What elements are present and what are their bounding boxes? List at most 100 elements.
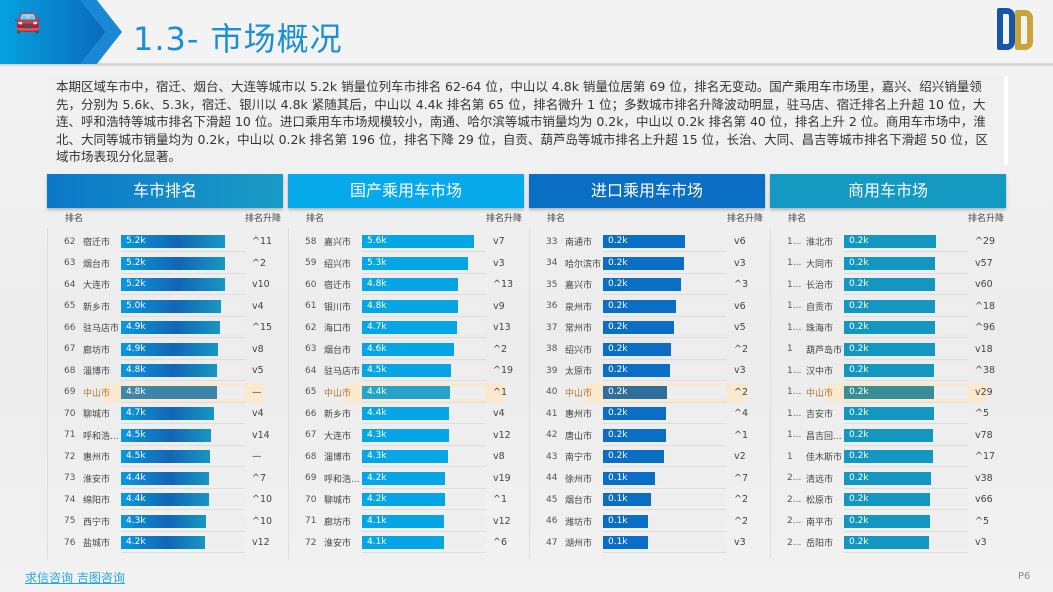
rank-change: ^29 (975, 236, 996, 247)
bar-track: 4.7k (362, 321, 486, 334)
rank-change: ^2 (734, 494, 749, 505)
table-row: 70 聊城市 4.2k ^1 (289, 489, 525, 510)
rank-change: v14 (252, 429, 270, 441)
city: 中山市 (565, 388, 593, 399)
bar-track: 4.4k (362, 407, 486, 420)
rank-change: v3 (734, 537, 746, 548)
city: 惠州市 (565, 410, 593, 420)
city: 廊坊市 (83, 345, 111, 356)
bar-track: 4.3k (121, 514, 245, 528)
table-row: 43 南宁市 0.2k v2 (530, 446, 766, 467)
rank: 67 (305, 430, 317, 440)
rank-change: v57 (975, 257, 993, 269)
bar-track: 0.2k (844, 299, 968, 313)
city: 廊坊市 (324, 517, 352, 528)
rank-change: v12 (252, 537, 270, 548)
city: 珠海市 (806, 324, 834, 334)
bar-track: 0.2k (603, 385, 727, 399)
city: 佳木斯市 (806, 453, 843, 463)
bar (844, 514, 930, 528)
bar-label: 0.2k (849, 386, 869, 397)
rank-change: ^6 (493, 537, 508, 548)
bar (121, 385, 217, 399)
table-row: 72 淮安市 4.1k ^6 (289, 532, 525, 553)
rank: 67 (64, 344, 76, 354)
city: 大连市 (324, 431, 352, 442)
bar (844, 450, 933, 463)
city: 岳阳市 (806, 539, 834, 549)
city: 清远市 (806, 474, 834, 485)
table-row: 1... 淮北市 0.2k ^29 (771, 231, 1007, 252)
bar-track: 0.2k (603, 256, 727, 270)
bar-track: 4.1k (362, 536, 486, 549)
bar (121, 428, 212, 442)
rank: 70 (64, 408, 76, 419)
bar-track: 4.3k (362, 428, 486, 442)
bar-label: 0.2k (849, 300, 869, 311)
city: 淮安市 (83, 474, 111, 485)
rank: 63 (64, 258, 76, 268)
table-row: 66 驻马店市 4.9k ^15 (48, 317, 284, 338)
city: 松原市 (806, 496, 834, 506)
page-title: 1.3- 市场概况 (133, 20, 343, 58)
table-row: 64 大连市 5.2k v10 (48, 274, 284, 295)
bar-label: 0.2k (849, 429, 869, 440)
rank: 70 (305, 494, 317, 505)
table-row: 75 西宁市 4.3k ^10 (48, 511, 284, 532)
city: 常州市 (565, 324, 593, 334)
bar (121, 450, 211, 463)
bar-track: 0.2k (603, 278, 727, 291)
rank: 1... (787, 408, 802, 419)
bar (844, 385, 934, 399)
bar-track: 0.2k (844, 385, 968, 399)
panel-title: 商用车市场 (770, 174, 1006, 208)
footer-links[interactable]: 求信咨询 吉图咨询 (25, 571, 125, 585)
city: 自贡市 (806, 302, 834, 313)
rank: 2... (787, 537, 802, 548)
bar-label: 0.2k (608, 386, 628, 397)
rank-change: v12 (493, 429, 511, 441)
bar-label: 4.7k (367, 322, 387, 332)
table-row: 34 哈尔滨市 0.2k v3 (530, 253, 766, 274)
bar-track: 5.0k (121, 299, 245, 313)
bar-label: 5.2k (126, 236, 146, 246)
bar-label: 5.3k (367, 257, 387, 268)
bar-track: 4.5k (121, 428, 245, 442)
bar-label: 4.9k (126, 322, 146, 332)
rank: 2... (787, 494, 802, 505)
bar-label: 4.4k (126, 494, 146, 504)
bar-label: 0.2k (849, 322, 869, 332)
logo (997, 8, 1033, 50)
col-rank: 排名 (306, 214, 325, 224)
rank-change: v3 (493, 257, 505, 269)
bar (844, 407, 934, 420)
city: 汉中市 (806, 367, 834, 377)
ranking-list: 33 南通市 0.2k v6 34 哈尔滨市 0.2k v3 35 嘉兴市 0.2k… (529, 228, 765, 558)
rank-change: ^4 (734, 408, 749, 419)
bar-track: 0.2k (844, 364, 968, 377)
rank-change: v18 (975, 343, 993, 355)
table-row: 72 惠州市 4.5k — (48, 446, 284, 467)
rank: 39 (546, 365, 558, 376)
header-bar: 🚘 1.3- 市场概况 (0, 0, 1053, 66)
rank: 2... (787, 516, 802, 526)
bar-label: 4.2k (126, 537, 146, 547)
rank-change: v29 (975, 386, 993, 398)
table-row: 70 聊城市 4.7k v4 (48, 403, 284, 424)
bar-track: 0.2k (844, 536, 968, 549)
rank-change: ^3 (734, 279, 749, 290)
bar-track: 4.4k (121, 493, 245, 506)
bar-track: 4.8k (121, 364, 245, 377)
rank-change: v7 (493, 236, 505, 247)
table-row: 41 惠州市 0.2k ^4 (530, 403, 766, 424)
bar-label: 4.8k (367, 279, 387, 289)
bar-track: 4.4k (362, 385, 486, 399)
table-row: 60 宿迁市 4.8k ^13 (289, 274, 525, 295)
rank-change: — (252, 451, 262, 462)
rank: 59 (305, 258, 317, 268)
city: 西宁市 (83, 517, 111, 528)
bar (121, 493, 210, 506)
bar-label: 4.8k (367, 300, 387, 311)
rank: 43 (546, 451, 558, 462)
rank-change: v8 (493, 451, 505, 462)
